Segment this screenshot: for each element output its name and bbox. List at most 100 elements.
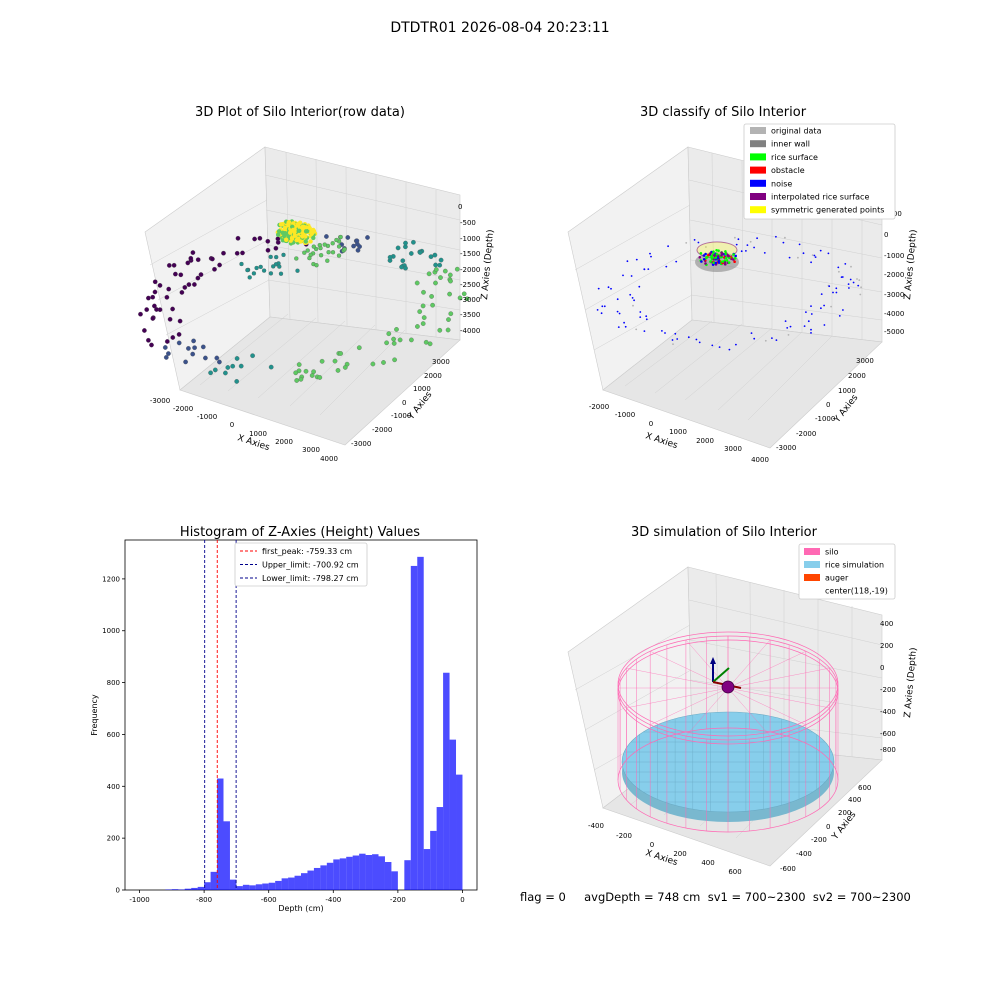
x-tick-label: 0: [649, 420, 653, 428]
y-tick-label: 400: [848, 796, 861, 804]
raw-point: [265, 247, 271, 253]
y-tick-label: 1000: [838, 387, 856, 395]
hist-bar: [449, 739, 457, 890]
raw-point: [152, 289, 158, 295]
classify-point: [784, 236, 786, 239]
raw-point: [190, 250, 196, 255]
raw-point: [381, 360, 386, 365]
classify-point: [803, 325, 806, 327]
classify-point: [715, 253, 719, 256]
y-tick-label: -1000: [815, 415, 835, 423]
hist-bar: [242, 884, 250, 890]
raw-point: [332, 358, 338, 364]
raw-point: [234, 356, 240, 361]
classify-point: [610, 287, 612, 290]
classify-point: [712, 254, 716, 257]
raw-point: [268, 254, 273, 260]
hist-bar: [301, 873, 308, 890]
classify-point: [828, 285, 831, 288]
hist-bar: [313, 867, 321, 890]
classify-point: [838, 270, 840, 273]
hist-xtick-label: -600: [261, 896, 277, 904]
classify-point: [672, 343, 674, 345]
raw-point: [447, 291, 452, 297]
raw-point: [254, 265, 259, 271]
legend-label: inner wall: [771, 140, 810, 149]
classify-point: [802, 252, 805, 255]
raw-point: [438, 275, 443, 280]
x-tick-label: -3000: [150, 397, 170, 405]
classify-point: [624, 325, 627, 328]
classify-point: [789, 325, 792, 328]
hist-bar: [204, 882, 211, 890]
classify-point: [746, 244, 749, 247]
classify-point: [702, 254, 706, 257]
raw-point: [230, 363, 236, 369]
classify-point: [674, 332, 677, 335]
classify-point: [720, 254, 723, 257]
classify-point: [724, 256, 728, 260]
status-text: flag = 0 avgDepth = 748 cm sv1 = 700~230…: [520, 890, 911, 904]
raw-point: [208, 370, 213, 376]
raw-point: [403, 240, 408, 246]
raw-point: [274, 254, 279, 260]
raw-point: [214, 355, 220, 361]
raw-point: [275, 236, 281, 242]
x-tick-label: -1000: [615, 411, 635, 419]
hist-xtick-label: -1000: [129, 896, 149, 904]
raw-point: [448, 311, 454, 317]
hist-bar: [294, 875, 301, 890]
raw-point: [319, 358, 325, 364]
auger-axis-z-head: [710, 657, 716, 664]
classify-point: [835, 291, 838, 294]
raw-point: [178, 272, 184, 278]
x-tick-label: 4000: [320, 455, 338, 463]
raw-point: [437, 262, 443, 268]
classify-point: [732, 253, 735, 256]
raw-point: [163, 355, 169, 360]
classify-point: [714, 261, 718, 265]
classify-point: [629, 293, 632, 296]
raw-point: [417, 309, 423, 314]
raw-point: [166, 263, 172, 268]
silo-wire-spoke: [727, 687, 771, 737]
raw-point: [421, 315, 427, 320]
classify-point: [763, 252, 766, 254]
legend-label: rice simulation: [825, 561, 884, 570]
classify-point: [638, 285, 641, 288]
hist-bar: [333, 859, 340, 890]
raw-3d-box: [144, 146, 461, 446]
raw-point: [277, 264, 282, 269]
raw-zlabel: Z Axies (Depth): [480, 229, 496, 300]
raw-point: [399, 264, 404, 270]
classify-point: [837, 266, 840, 269]
raw-point: [423, 339, 429, 345]
classify-point: [643, 268, 646, 270]
raw-point: [386, 331, 392, 337]
classify-point: [745, 250, 747, 252]
classify-point: [797, 256, 799, 259]
raw-point: [276, 232, 281, 237]
classify-point: [798, 243, 801, 246]
classify-point: [771, 337, 773, 339]
classify-pane-floor: [602, 319, 883, 449]
classify-point: [720, 251, 723, 254]
legend-label: original data: [771, 127, 822, 136]
z-tick-label: -3500: [460, 311, 480, 319]
raw-point: [284, 237, 289, 242]
hist-bar: [352, 855, 360, 890]
raw-point: [394, 327, 399, 332]
raw-point: [454, 266, 460, 272]
raw-point: [408, 251, 414, 256]
raw-point: [138, 311, 143, 317]
raw-point: [432, 252, 438, 258]
classify-legend-frame: [743, 123, 896, 220]
raw-point: [334, 237, 339, 243]
classify-point: [856, 278, 858, 280]
auger-center-marker: [721, 680, 735, 694]
raw-point: [414, 280, 420, 286]
hist-vlines: [204, 540, 237, 890]
classify-point: [728, 348, 731, 351]
raw-point: [354, 238, 360, 244]
classify-point: [647, 268, 650, 270]
